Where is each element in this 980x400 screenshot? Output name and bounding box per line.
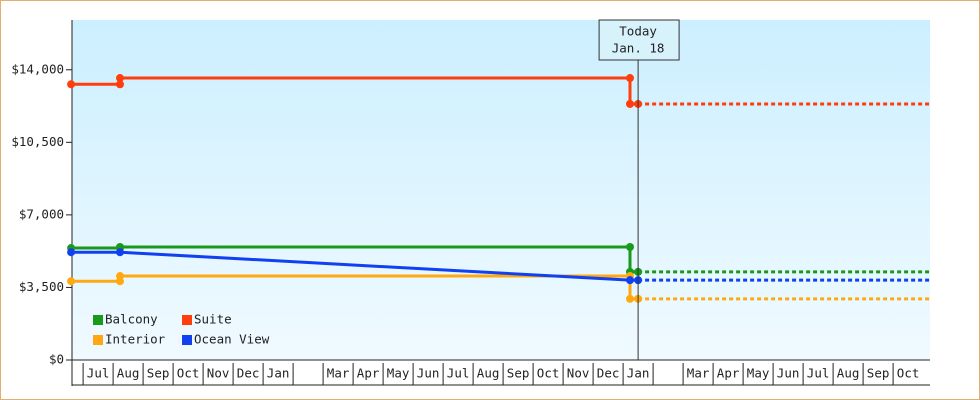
x-tick-label: Oct	[177, 366, 200, 381]
x-tick-label: Mar	[327, 366, 350, 381]
x-tick-label: Apr	[717, 366, 740, 381]
x-tick-label: May	[747, 366, 770, 381]
legend-swatch	[93, 335, 103, 345]
x-tick-label: Jul	[447, 366, 470, 381]
x-tick-label: May	[387, 366, 410, 381]
x-tick-label: Dec	[597, 366, 620, 381]
series-line	[71, 250, 639, 282]
x-tick-label: Jan	[627, 366, 650, 381]
legend-label: Ocean View	[194, 332, 270, 347]
x-tick-label: Jul	[807, 366, 830, 381]
x-tick-label: Jul	[87, 366, 110, 381]
today-box	[598, 19, 680, 61]
x-tick-label: Oct	[537, 366, 560, 381]
legend-label: Balcony	[105, 312, 158, 327]
point	[626, 74, 634, 83]
x-tick-label: Nov	[567, 366, 590, 381]
point	[116, 248, 124, 257]
point	[116, 272, 124, 281]
plot-area	[72, 20, 930, 360]
y-tick-label: $7,000	[19, 206, 64, 221]
point	[116, 80, 124, 89]
x-tick-label: Oct	[897, 366, 920, 381]
point	[626, 243, 634, 252]
x-tick-label: Jan	[267, 366, 290, 381]
today-label: Today	[619, 24, 657, 39]
x-tick-label: Dec	[237, 366, 260, 381]
legend-label: Interior	[105, 332, 166, 347]
y-tick-label: $3,500	[19, 279, 64, 294]
today-date: Jan. 18	[612, 41, 665, 56]
x-tick-label: Sep	[867, 366, 890, 381]
point	[67, 80, 76, 89]
point	[626, 294, 634, 303]
point	[626, 276, 634, 285]
point	[67, 248, 76, 257]
x-tick-label: Aug	[477, 366, 500, 381]
x-tick-label: Apr	[357, 366, 380, 381]
x-tick-label: Jun	[777, 366, 800, 381]
x-tick-label: Sep	[507, 366, 530, 381]
y-tick-label: $0	[49, 352, 64, 367]
x-tick-label: Aug	[837, 366, 860, 381]
legend-swatch	[93, 315, 103, 325]
legend-swatch	[182, 335, 192, 345]
x-tick-label: Nov	[207, 366, 230, 381]
x-tick-label: Aug	[117, 366, 140, 381]
point	[116, 74, 124, 83]
point	[626, 99, 634, 108]
x-tick-label: Mar	[687, 366, 710, 381]
legend-swatch	[182, 315, 192, 325]
point	[67, 277, 76, 286]
y-tick-label: $10,500	[11, 134, 64, 149]
x-tick-label: Jun	[417, 366, 440, 381]
legend-label: Suite	[194, 312, 232, 327]
x-tick-label: Sep	[147, 366, 170, 381]
y-tick-label: $14,000	[11, 61, 64, 76]
